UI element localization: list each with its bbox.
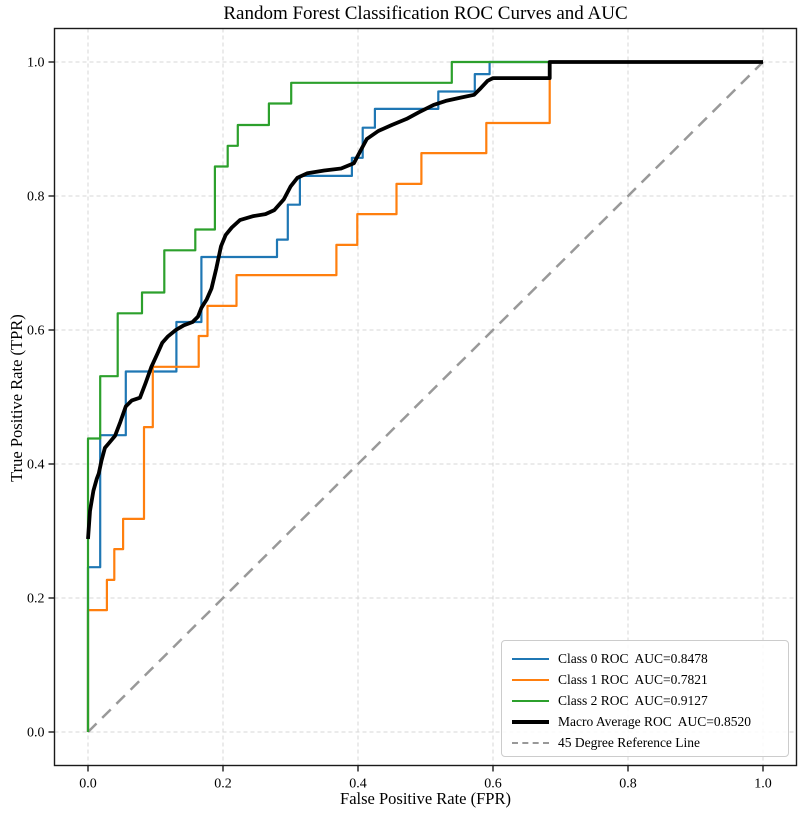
axes-box: [53, 27, 798, 767]
legend-label: Macro Average ROC AUC=0.8520: [558, 714, 751, 729]
legend-item-class-2: Class 2 ROC AUC=0.9127: [512, 690, 782, 711]
class-2-roc-curve: [86, 60, 763, 732]
legend-item-reference-line: 45 Degree Reference Line: [512, 732, 782, 753]
y-tick-label: 0.4: [27, 458, 45, 473]
reference-line-curve: [87, 61, 764, 733]
class-1-roc-curve: [86, 60, 763, 732]
legend-item-class-1: Class 1 ROC AUC=0.7821: [512, 669, 782, 690]
reference-line-swatch: [512, 741, 549, 744]
class-1-line-swatch: [512, 678, 549, 681]
legend-label: Class 2 ROC AUC=0.9127: [558, 693, 708, 708]
legend-label: Class 1 ROC AUC=0.7821: [558, 672, 708, 687]
x-tick-label: 0.0: [79, 777, 97, 792]
x-tick-label: 0.6: [484, 777, 502, 792]
chart-title: Random Forest Classification ROC Curves …: [223, 3, 628, 24]
y-tick-label: 0.2: [27, 592, 45, 607]
x-tick-label: 0.8: [619, 777, 637, 792]
macro-average-line-swatch: [512, 719, 549, 724]
legend-label: Class 0 ROC AUC=0.8478: [558, 651, 708, 666]
y-tick-label: 0.0: [27, 726, 45, 741]
class-2-line-swatch: [512, 699, 549, 702]
x-tick-label: 0.4: [349, 777, 367, 792]
class-0-roc-curve: [86, 60, 763, 732]
y-tick-label: 0.8: [27, 190, 45, 205]
legend-item-class-0: Class 0 ROC AUC=0.8478: [512, 648, 782, 669]
legend-item-macro-average: Macro Average ROC AUC=0.8520: [512, 711, 782, 732]
x-tick-label: 0.2: [214, 777, 232, 792]
legend-label: 45 Degree Reference Line: [558, 735, 701, 750]
y-tick-label: 1.0: [27, 56, 45, 71]
macro-average-roc-curve: [86, 60, 763, 540]
x-axis-label: False Positive Rate (FPR): [340, 789, 511, 808]
y-tick-label: 0.6: [27, 324, 45, 339]
x-tick-label: 1.0: [754, 777, 772, 792]
y-axis-label: True Positive Rate (TPR): [7, 314, 26, 482]
legend: Class 0 ROC AUC=0.8478 Class 1 ROC AUC=0…: [501, 640, 789, 757]
class-0-line-swatch: [512, 657, 549, 660]
